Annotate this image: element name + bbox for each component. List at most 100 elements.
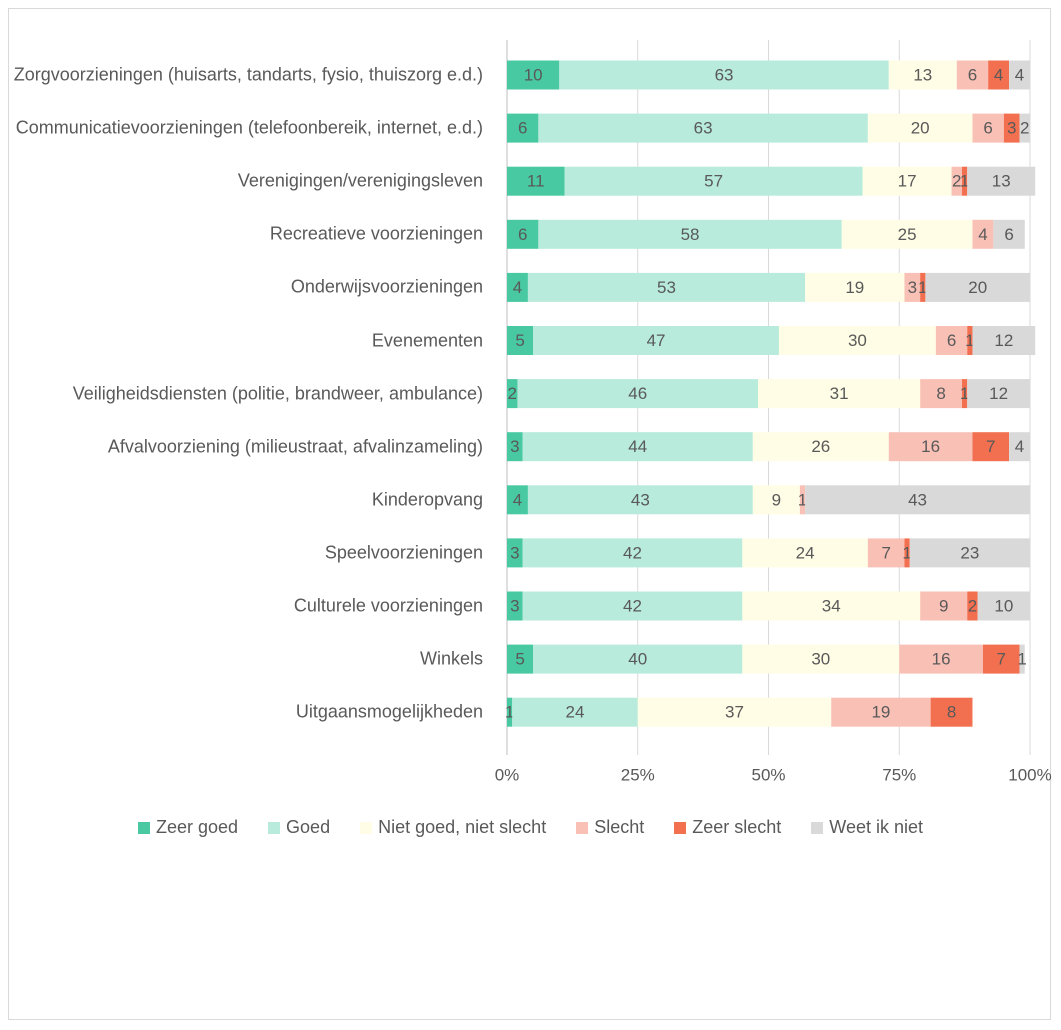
data-label: 19	[871, 703, 890, 722]
legend-swatch	[137, 821, 150, 834]
bar-segment	[867, 538, 905, 568]
legend-label: Goed	[286, 817, 331, 837]
bar-segment	[742, 591, 921, 621]
data-label: 3	[510, 596, 519, 615]
y-tick-label: Kinderopvang	[371, 489, 483, 510]
y-tick-label: Zorgvoorzieningen (huisarts, tandarts, f…	[13, 64, 483, 85]
bar-segment	[920, 272, 926, 302]
legend-swatch	[576, 821, 589, 834]
bar-segment	[920, 379, 963, 409]
y-tick-label: Uitgaansmogelijkheden	[295, 701, 483, 722]
data-label: 42	[623, 596, 642, 615]
bar-segment	[1019, 113, 1030, 143]
legend-swatch	[811, 821, 824, 834]
data-label: 8	[936, 384, 945, 403]
legend-label: Zeer goed	[155, 817, 239, 837]
data-label: 7	[986, 437, 995, 456]
data-label: 30	[848, 331, 867, 350]
legend: Zeer goed Goed Niet goed, niet slecht Slech…	[0, 817, 1061, 838]
data-label: 57	[704, 172, 723, 191]
bar-segment	[507, 326, 534, 355]
bar-segment	[564, 166, 863, 196]
bar-segment	[517, 379, 759, 409]
x-tick-label: 50%	[751, 765, 785, 784]
bar-segment	[956, 60, 989, 90]
data-label: 44	[628, 437, 647, 456]
data-label: 1	[965, 331, 974, 350]
legend-item: Niet goed, niet slecht	[360, 817, 546, 838]
data-label: 30	[811, 650, 830, 669]
y-tick-label: Communicatievoorzieningen (telefoonberei…	[15, 117, 483, 138]
data-label: 3	[510, 437, 519, 456]
data-label: 4	[994, 65, 1003, 84]
data-label: 2	[968, 596, 977, 615]
legend-item: Goed	[268, 817, 330, 838]
data-label: 40	[628, 650, 647, 669]
bar-segment	[512, 697, 638, 727]
bar-segment	[522, 591, 743, 621]
data-label: 9	[772, 490, 781, 509]
data-label: 43	[908, 490, 927, 509]
data-label: 6	[947, 331, 956, 350]
data-label: 6	[1004, 225, 1013, 244]
legend-label: Slecht	[594, 817, 645, 837]
bar-segment	[538, 113, 868, 143]
bar-segment	[507, 166, 565, 196]
bar-segment	[805, 272, 905, 302]
bar-segment	[752, 485, 800, 515]
bar-segment	[967, 591, 978, 621]
bar-segment	[507, 219, 539, 249]
bar-segment	[507, 644, 534, 674]
bar-segment	[967, 379, 1030, 409]
bar-segment	[862, 166, 952, 196]
data-label: 3	[1007, 119, 1016, 138]
legend-item: Slecht	[576, 817, 644, 838]
data-label: 37	[725, 703, 744, 722]
bar-segment	[925, 272, 1030, 302]
data-label: 4	[978, 225, 987, 244]
data-label: 4	[1015, 437, 1024, 456]
legend-item: Zeer slecht	[674, 817, 781, 838]
data-label: 16	[932, 650, 951, 669]
bar-segment	[507, 432, 523, 462]
y-tick-label: Winkels	[419, 648, 483, 669]
bar-segment	[559, 60, 889, 90]
bar-segment	[758, 379, 921, 409]
bar-segment	[972, 113, 1004, 143]
y-tick-label: Evenementen	[371, 330, 483, 350]
data-label: 47	[647, 331, 666, 350]
data-label: 2	[1020, 119, 1029, 138]
bar-segment	[507, 113, 539, 143]
data-label: 6	[518, 119, 527, 138]
data-label: 11	[527, 172, 545, 191]
y-tick-label: Afvalvoorziening (milieustraat, afvalinz…	[107, 436, 483, 457]
data-label: 4	[513, 490, 522, 509]
data-label: 10	[994, 596, 1013, 615]
bar-segment	[522, 432, 753, 462]
bar-segment	[920, 591, 968, 621]
data-label: 1	[1017, 650, 1026, 669]
bar-segment	[888, 60, 957, 90]
legend-item: Weet ik niet	[811, 817, 923, 838]
legend-item: Zeer goed	[137, 817, 239, 838]
x-tick-label: 25%	[621, 765, 655, 784]
bar-segment	[527, 485, 753, 515]
y-tick-label: Recreatieve voorzieningen	[269, 223, 483, 244]
data-label: 9	[939, 596, 948, 615]
data-label: 31	[830, 384, 849, 403]
data-label: 34	[822, 596, 841, 615]
legend-swatch	[674, 821, 687, 834]
data-label: 6	[518, 225, 527, 244]
bar-segment	[522, 538, 743, 568]
x-tick-label: 75%	[882, 765, 916, 784]
data-label: 26	[811, 437, 830, 456]
data-label: 53	[657, 278, 676, 297]
bar-segment	[507, 591, 523, 621]
bar-segment	[951, 166, 963, 196]
bar-segment	[904, 538, 910, 568]
data-label: 3	[510, 543, 519, 562]
data-label: 12	[989, 384, 1008, 403]
data-label: 19	[845, 278, 864, 297]
bar-segment	[507, 60, 560, 90]
